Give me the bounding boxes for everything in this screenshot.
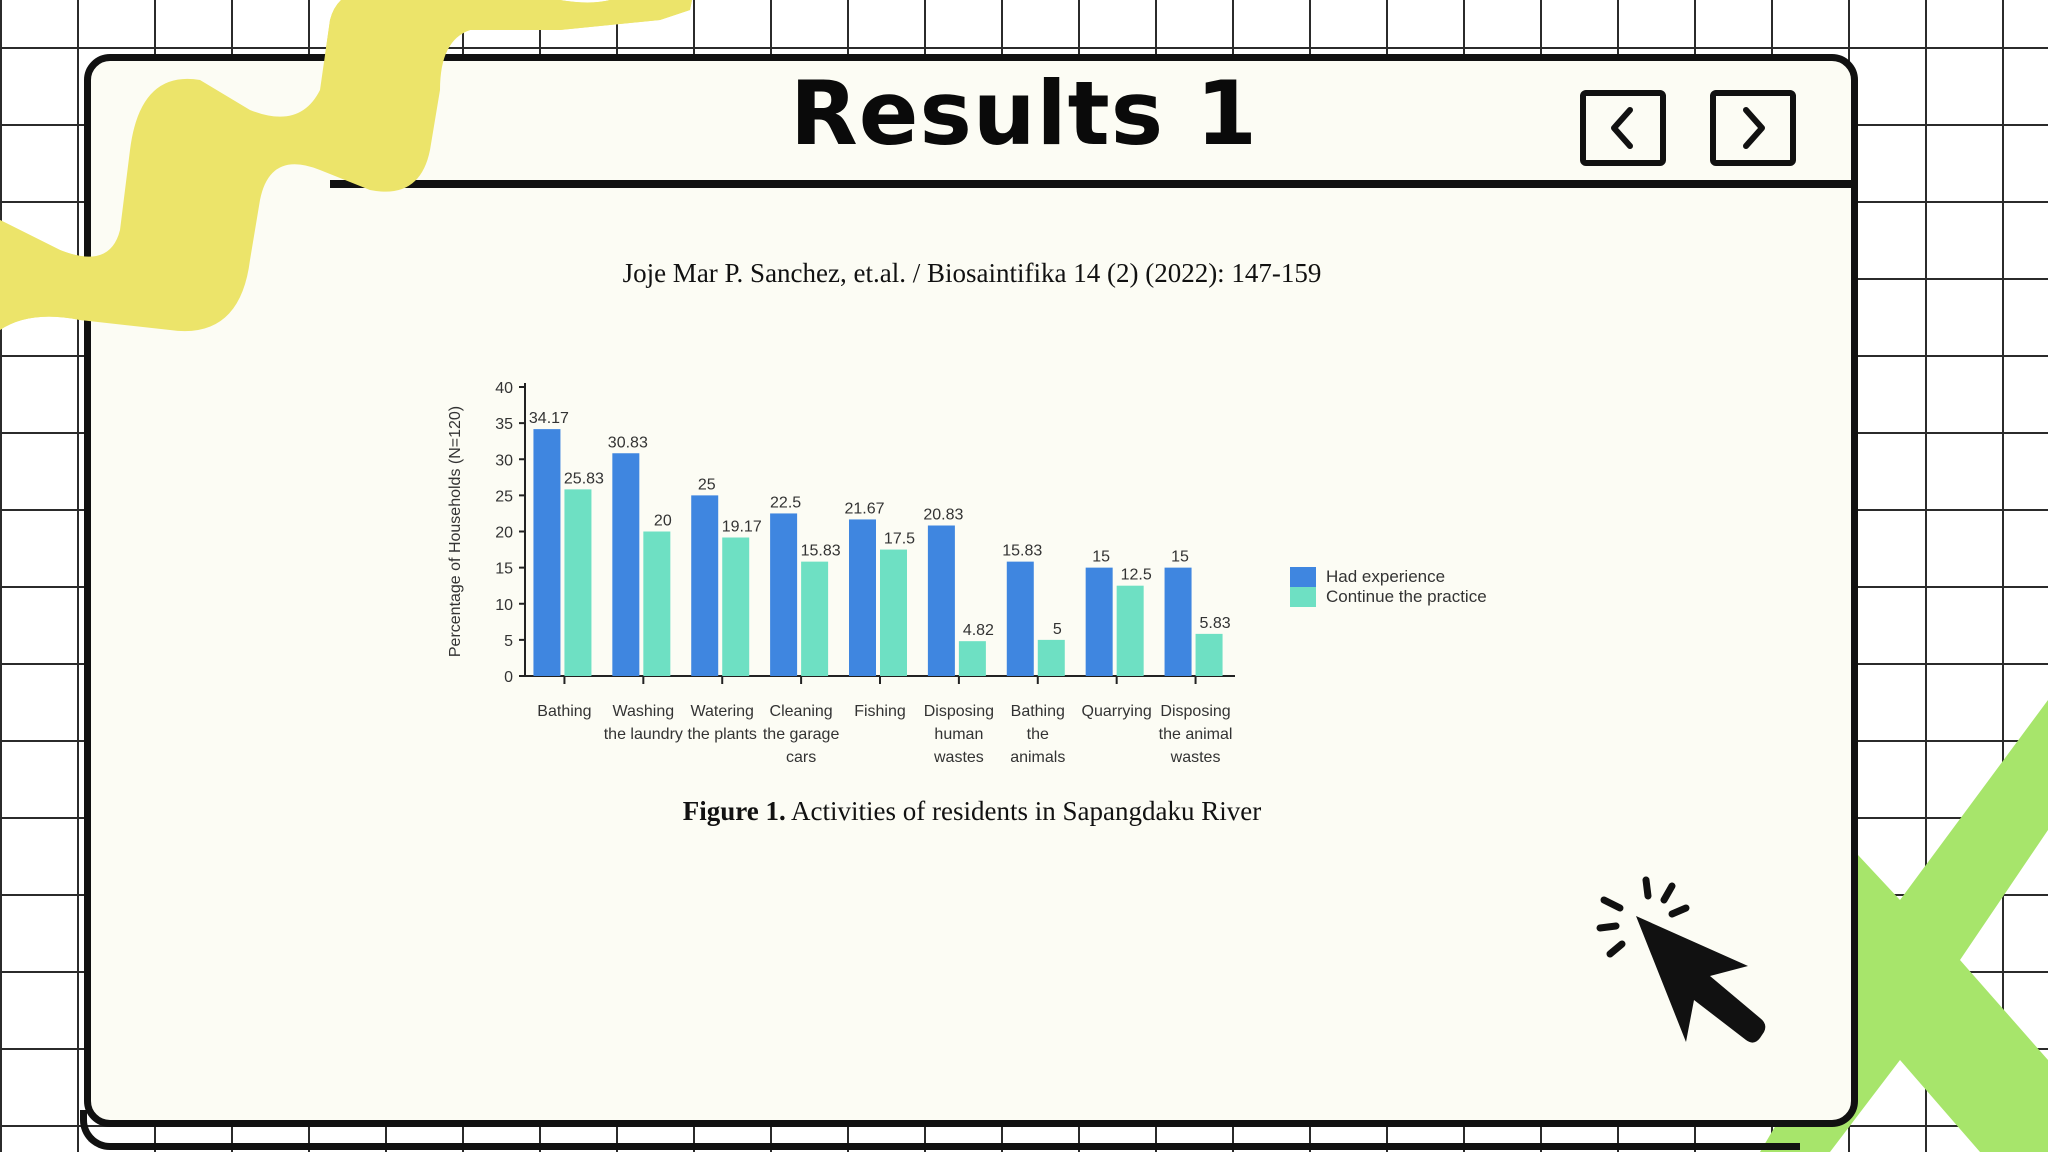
x-tick-label: Watering xyxy=(691,703,754,720)
bar-had-experience xyxy=(691,495,719,676)
data-label: 21.67 xyxy=(844,500,884,517)
x-tick-label: Bathing xyxy=(1011,703,1065,720)
data-label: 17.5 xyxy=(884,531,915,548)
x-tick-label: Cleaning xyxy=(770,703,833,720)
legend-swatch xyxy=(1290,567,1316,587)
chevron-right-icon xyxy=(1743,107,1765,149)
bar-continue-practice xyxy=(880,549,907,676)
bar-had-experience xyxy=(1164,567,1192,676)
data-label: 20 xyxy=(654,513,672,530)
slide-window xyxy=(84,54,1858,1127)
bar-had-experience xyxy=(1006,561,1034,676)
caption-label: Figure 1. xyxy=(682,796,786,826)
bar-had-experience xyxy=(927,525,955,676)
data-label: 25.83 xyxy=(564,470,604,487)
bar-had-experience xyxy=(849,519,876,676)
y-tick-label: 15 xyxy=(495,561,513,578)
x-tick-label: the garage xyxy=(763,726,840,743)
data-label: 12.5 xyxy=(1121,567,1152,584)
chevron-left-icon xyxy=(1611,107,1633,149)
data-label: 4.82 xyxy=(963,622,994,639)
figure-caption: Figure 1. Activities of residents in Sap… xyxy=(0,796,1944,827)
data-label: 15 xyxy=(1171,549,1189,566)
y-axis-title: Percentage of Households (N=120) xyxy=(447,406,464,657)
x-tick-label: wastes xyxy=(933,749,984,766)
data-label: 15.83 xyxy=(1002,543,1042,560)
bar-had-experience xyxy=(612,453,640,676)
bar-continue-practice xyxy=(801,561,829,676)
window-shadow-outline xyxy=(80,1110,1800,1150)
bar-continue-practice xyxy=(1195,633,1223,676)
data-label: 30.83 xyxy=(608,434,648,451)
x-tick-label: Disposing xyxy=(924,703,994,720)
header-divider xyxy=(330,180,1858,188)
y-tick-label: 25 xyxy=(495,488,513,505)
x-tick-label: human xyxy=(934,726,983,743)
x-tick-label: cars xyxy=(786,749,816,766)
bar-continue-practice xyxy=(1116,585,1144,676)
legend-item-had-experience: Had experience xyxy=(1290,567,1487,587)
x-tick-label: the plants xyxy=(688,726,757,743)
y-tick-label: 20 xyxy=(495,525,513,542)
legend-label: Had experience xyxy=(1326,567,1446,586)
data-label: 5.83 xyxy=(1199,615,1230,632)
x-tick-label: wastes xyxy=(1170,749,1221,766)
x-tick-label: Bathing xyxy=(537,703,591,720)
next-slide-button[interactable] xyxy=(1710,90,1796,166)
data-label: 15.83 xyxy=(801,543,841,560)
bar-had-experience xyxy=(1085,567,1113,676)
x-tick-label: Quarrying xyxy=(1082,703,1152,720)
y-tick-label: 10 xyxy=(495,597,513,614)
x-tick-label: Fishing xyxy=(854,703,906,720)
x-tick-label: the animal xyxy=(1159,726,1233,743)
legend-swatch xyxy=(1290,587,1316,607)
y-tick-label: 35 xyxy=(495,416,513,433)
x-tick-label: the xyxy=(1027,726,1049,743)
bar-had-experience xyxy=(770,513,798,676)
slide-title: Results 1 xyxy=(790,62,1258,165)
x-tick-label: animals xyxy=(1010,749,1065,766)
bar-chart: Percentage of Households (N=120) 0 5 10 15 20… xyxy=(447,380,1235,766)
y-tick-label: 5 xyxy=(504,633,513,650)
bar-had-experience xyxy=(533,429,561,676)
bar-continue-practice xyxy=(564,489,592,676)
data-label: 25 xyxy=(698,476,716,493)
bar-continue-practice xyxy=(1037,639,1065,676)
data-label: 15 xyxy=(1092,549,1110,566)
y-tick-label: 30 xyxy=(495,452,513,469)
y-tick-label: 0 xyxy=(504,669,513,686)
data-label: 20.83 xyxy=(923,507,963,524)
citation-text: Joje Mar P. Sanchez, et.al. / Biosaintif… xyxy=(622,258,1322,288)
prev-slide-button[interactable] xyxy=(1580,90,1666,166)
data-label: 5 xyxy=(1053,621,1062,638)
x-tick-label: Washing xyxy=(613,703,675,720)
caption-text: Activities of residents in Sapangdaku Ri… xyxy=(785,796,1262,826)
data-label: 19.17 xyxy=(722,518,762,535)
data-label: 22.5 xyxy=(770,494,801,511)
bar-continue-practice xyxy=(722,537,750,676)
bar-continue-practice xyxy=(958,641,986,676)
click-cursor-icon xyxy=(1596,876,1766,1043)
y-tick-label: 40 xyxy=(495,380,513,397)
chart-legend: Had experience Continue the practice xyxy=(1290,567,1487,607)
bar-continue-practice xyxy=(643,531,671,676)
x-tick-label: Disposing xyxy=(1160,703,1230,720)
legend-label: Continue the practice xyxy=(1326,587,1487,606)
legend-item-continue-practice: Continue the practice xyxy=(1290,587,1487,607)
x-tick-label: the laundry xyxy=(604,726,683,743)
data-label: 34.17 xyxy=(529,410,569,427)
